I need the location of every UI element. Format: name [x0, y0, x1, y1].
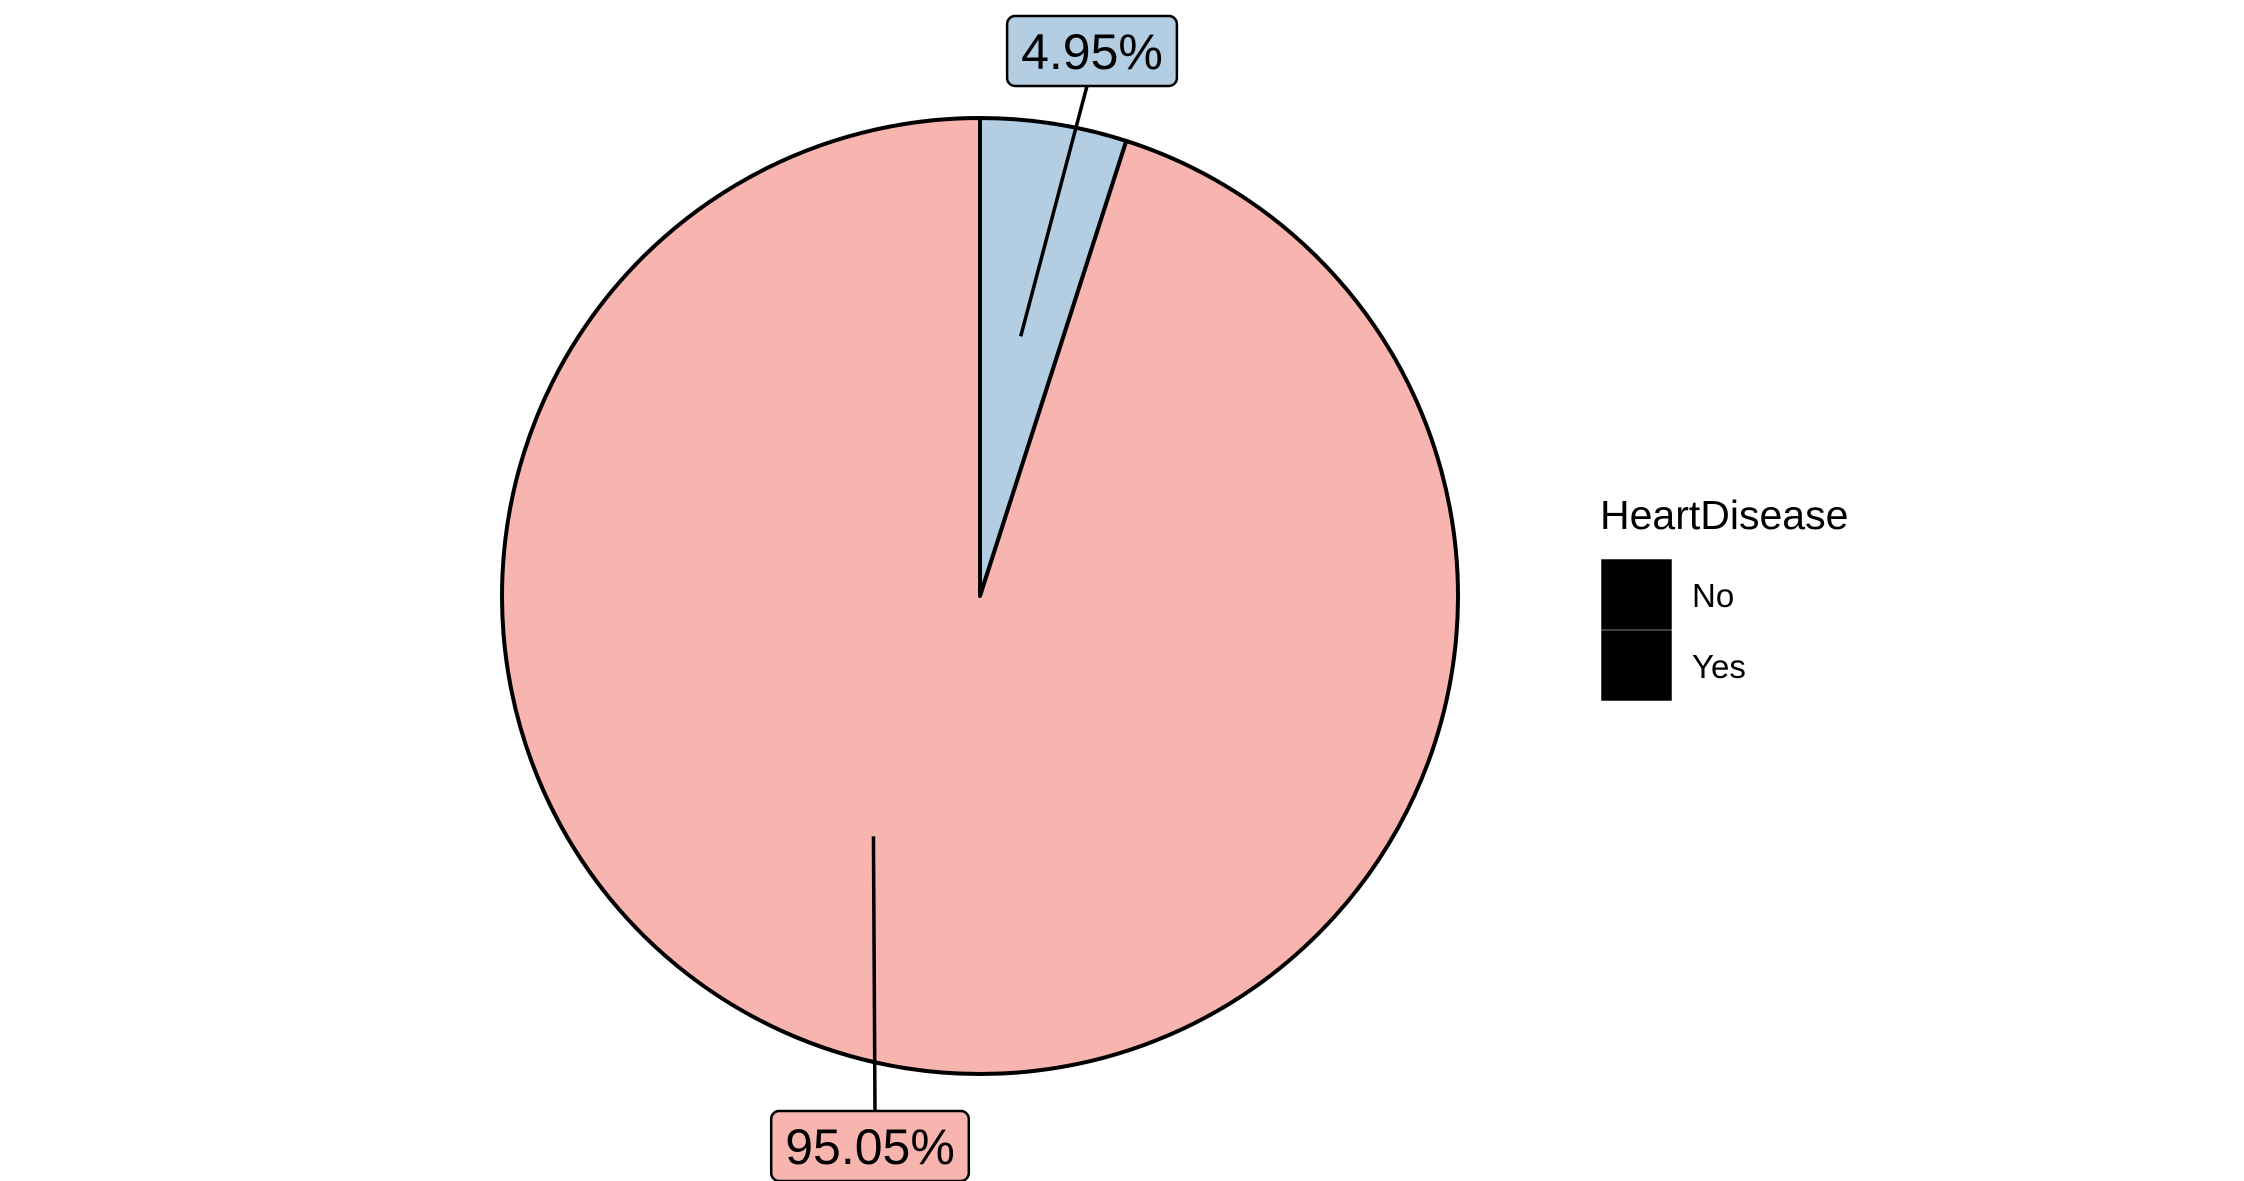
legend-label-yes: Yes: [1692, 648, 1746, 685]
legend-key-yes: [1601, 630, 1672, 701]
legend-label-no: No: [1692, 577, 1734, 614]
leader-line-yes: [1019, 85, 1089, 337]
pie-slice-no: [500, 116, 1460, 1076]
slice-labels: 95.05% 4.95%: [769, 14, 1179, 1181]
slice-label-yes: 4.95%: [1021, 24, 1163, 80]
legend-title: HeartDisease: [1600, 492, 1848, 538]
label-leaders: [871, 85, 1089, 1112]
slice-label-box-no: [769, 1109, 971, 1181]
slice-label-box-yes: [1005, 14, 1179, 88]
legend-key-no: [1601, 559, 1672, 630]
slice-label-no: 95.05%: [785, 1119, 955, 1175]
legend: HeartDisease No Yes: [1600, 492, 1848, 701]
pie-slices: [500, 116, 1460, 1076]
leader-line-no: [871, 836, 877, 1112]
